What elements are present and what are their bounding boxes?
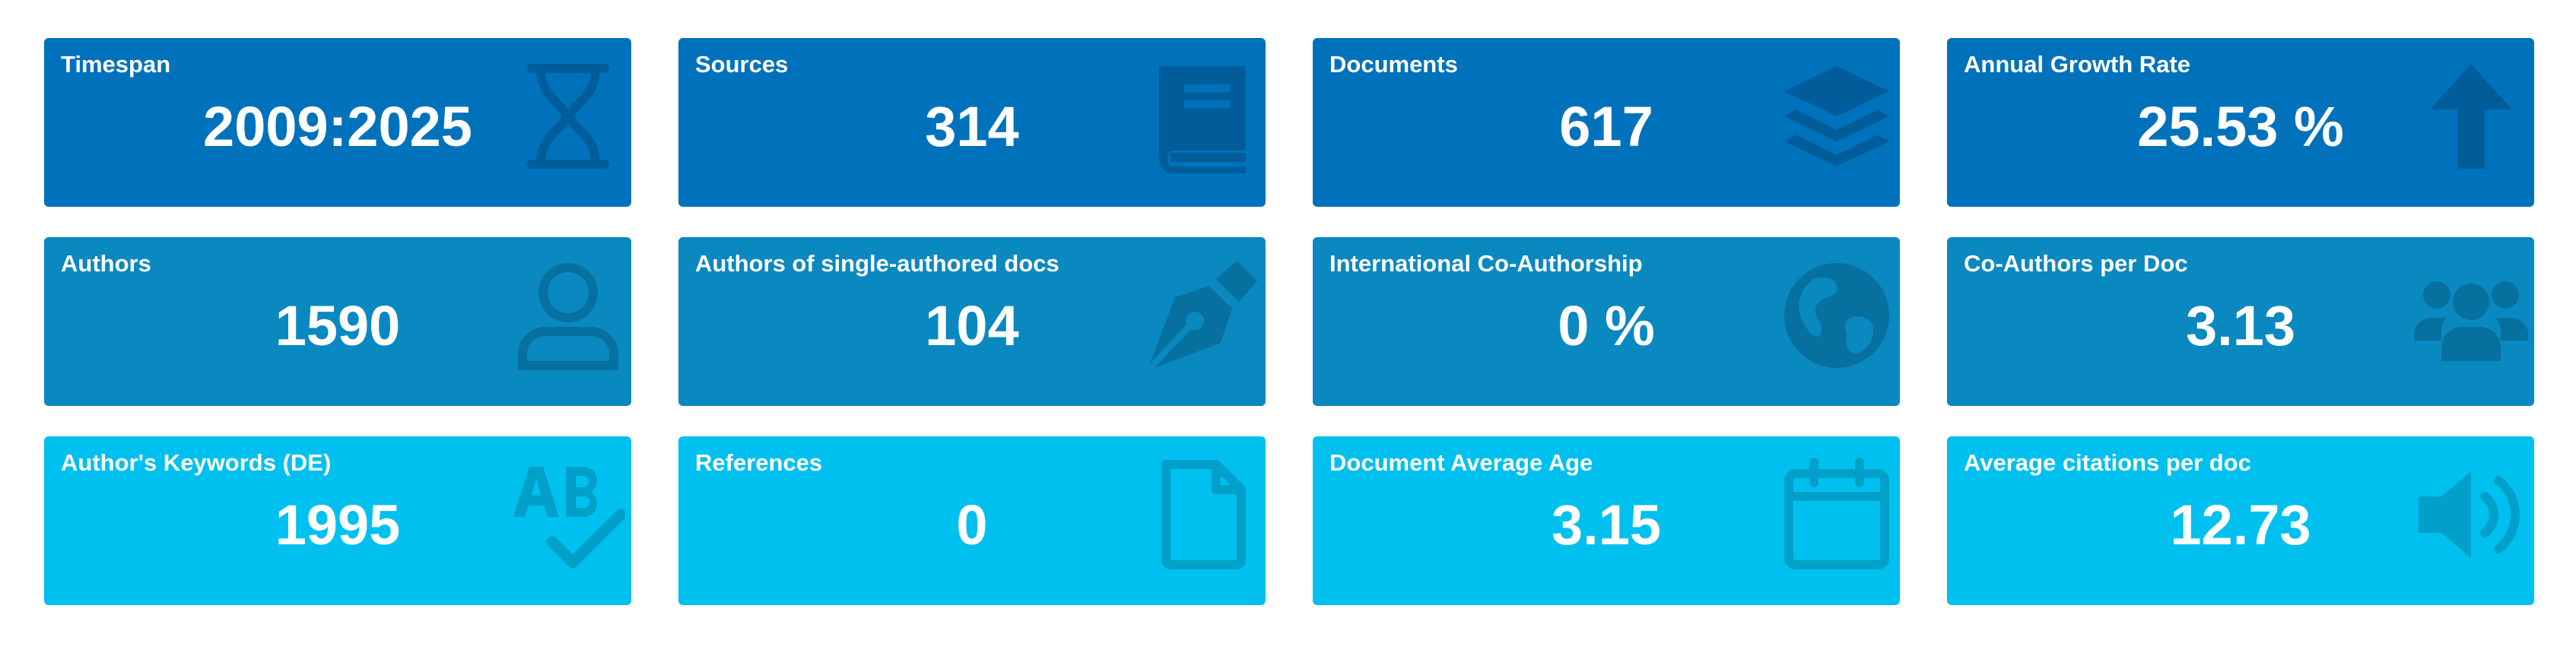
box-value: 25.53 % — [2137, 95, 2344, 158]
volume-icon — [2414, 458, 2528, 572]
file-icon — [1145, 458, 1259, 572]
authors-keywords-box: Author's Keywords (DE) 1995 — [44, 436, 631, 605]
box-value: 3.13 — [2185, 294, 2296, 357]
box-title: Authors of single-authored docs — [695, 250, 1059, 277]
box-value: 12.73 — [2170, 493, 2311, 556]
authors-box: Authors 1590 — [44, 237, 631, 406]
book-icon — [1145, 59, 1259, 173]
box-title: Documents — [1329, 51, 1458, 78]
box-title: Timespan — [61, 51, 171, 78]
box-value: 314 — [925, 95, 1019, 158]
references-box: References 0 — [678, 436, 1266, 605]
box-value: 104 — [925, 294, 1019, 357]
box-title: Co-Authors per Doc — [1964, 250, 2188, 277]
box-title: Sources — [695, 51, 789, 78]
single-authored-box: Authors of single-authored docs 104 — [678, 237, 1266, 406]
box-value: 2009:2025 — [203, 95, 472, 158]
documents-box: Documents 617 — [1313, 38, 1900, 207]
layers-icon — [1780, 59, 1894, 173]
international-coauthorship-box: International Co-Authorship 0 % — [1313, 237, 1900, 406]
user-icon — [511, 258, 625, 372]
box-value: 1590 — [275, 294, 401, 357]
box-title: Document Average Age — [1329, 449, 1593, 476]
average-citations-box: Average citations per doc 12.73 — [1947, 436, 2534, 605]
box-title: Annual Growth Rate — [1964, 51, 2190, 78]
box-value: 1995 — [275, 493, 401, 556]
users-icon — [2414, 258, 2528, 372]
value-box-grid: Timespan 2009:2025 Sources 314 Documents… — [44, 38, 2534, 605]
coauthors-per-doc-box: Co-Authors per Doc 3.13 — [1947, 237, 2534, 406]
spell-check-icon — [511, 458, 625, 572]
globe-icon — [1780, 258, 1894, 372]
box-value: 0 — [956, 493, 988, 556]
hourglass-icon — [511, 59, 625, 173]
box-value: 617 — [1559, 95, 1653, 158]
pen-nib-icon — [1145, 258, 1259, 372]
box-title: Average citations per doc — [1964, 449, 2251, 476]
box-value: 3.15 — [1551, 493, 1662, 556]
calendar-icon — [1780, 458, 1894, 572]
annual-growth-rate-box: Annual Growth Rate 25.53 % — [1947, 38, 2534, 207]
box-value: 0 % — [1558, 294, 1655, 357]
box-title: References — [695, 449, 823, 476]
box-title: Authors — [61, 250, 151, 277]
box-title: Author's Keywords (DE) — [61, 449, 332, 476]
document-average-age-box: Document Average Age 3.15 — [1313, 436, 1900, 605]
timespan-box: Timespan 2009:2025 — [44, 38, 631, 207]
sources-box: Sources 314 — [678, 38, 1266, 207]
arrow-up-icon — [2414, 59, 2528, 173]
box-title: International Co-Authorship — [1329, 250, 1643, 277]
